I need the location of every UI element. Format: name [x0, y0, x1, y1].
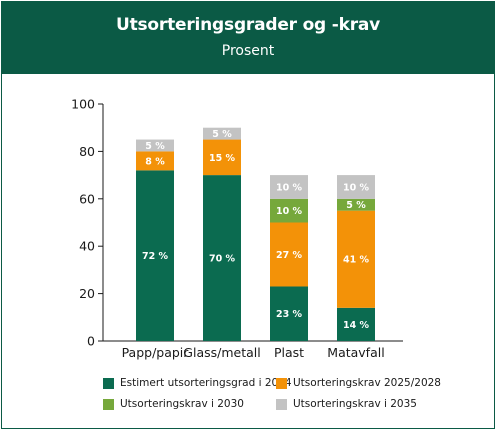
x-tick-label: Papp/papir [122, 345, 190, 360]
bar-data-label: 23 % [276, 309, 303, 320]
x-tick-label: Glass/metall [183, 345, 260, 360]
bar-segment [203, 175, 241, 341]
y-tick-label: 20 [79, 286, 95, 301]
y-tick-label: 0 [87, 334, 95, 349]
bar-data-label: 10 % [276, 206, 303, 217]
bar-data-label: 10 % [276, 182, 303, 193]
bar-segment [337, 307, 375, 341]
bar-segment [337, 210, 375, 308]
x-tick-label: Plast [274, 345, 304, 360]
bar-segment [136, 151, 174, 171]
bar-segment [136, 170, 174, 341]
bar-data-label: 70 % [209, 254, 236, 265]
bar-segment [337, 175, 375, 199]
chart-subtitle: Prosent [221, 43, 275, 59]
chart-frame: Utsorteringsgrader og -krav Prosent [1, 1, 495, 429]
bar-segment [136, 139, 174, 152]
bar-data-label: 27 % [276, 250, 303, 261]
bar-segment [270, 286, 308, 341]
bar-data-label: 15 % [209, 153, 236, 164]
bar-data-label: 72 % [142, 251, 169, 262]
bar-data-label: 8 % [145, 156, 165, 167]
y-tick-label: 60 [79, 191, 95, 206]
y-tick-label: 40 [79, 239, 95, 254]
x-tick-label: Matavfall [327, 345, 384, 360]
bar-data-label: 5 % [346, 200, 366, 211]
y-tick-label: 80 [79, 144, 95, 159]
bar-segment [270, 222, 308, 287]
bar-data-label: 5 % [145, 141, 165, 152]
chart-header: Utsorteringsgrader og -krav Prosent [2, 2, 494, 74]
bar-segment [203, 139, 241, 176]
bar-data-label: 10 % [343, 182, 370, 193]
bar-segment [337, 198, 375, 211]
bar-segment [270, 175, 308, 199]
chart-title: Utsorteringsgrader og -krav [115, 15, 381, 35]
bar-segment [203, 127, 241, 140]
bar-data-label: 41 % [343, 255, 370, 266]
bar-data-label: 5 % [212, 129, 232, 140]
bar-segment [270, 198, 308, 223]
y-tick-label: 100 [71, 97, 95, 112]
bar-data-label: 14 % [343, 320, 370, 331]
